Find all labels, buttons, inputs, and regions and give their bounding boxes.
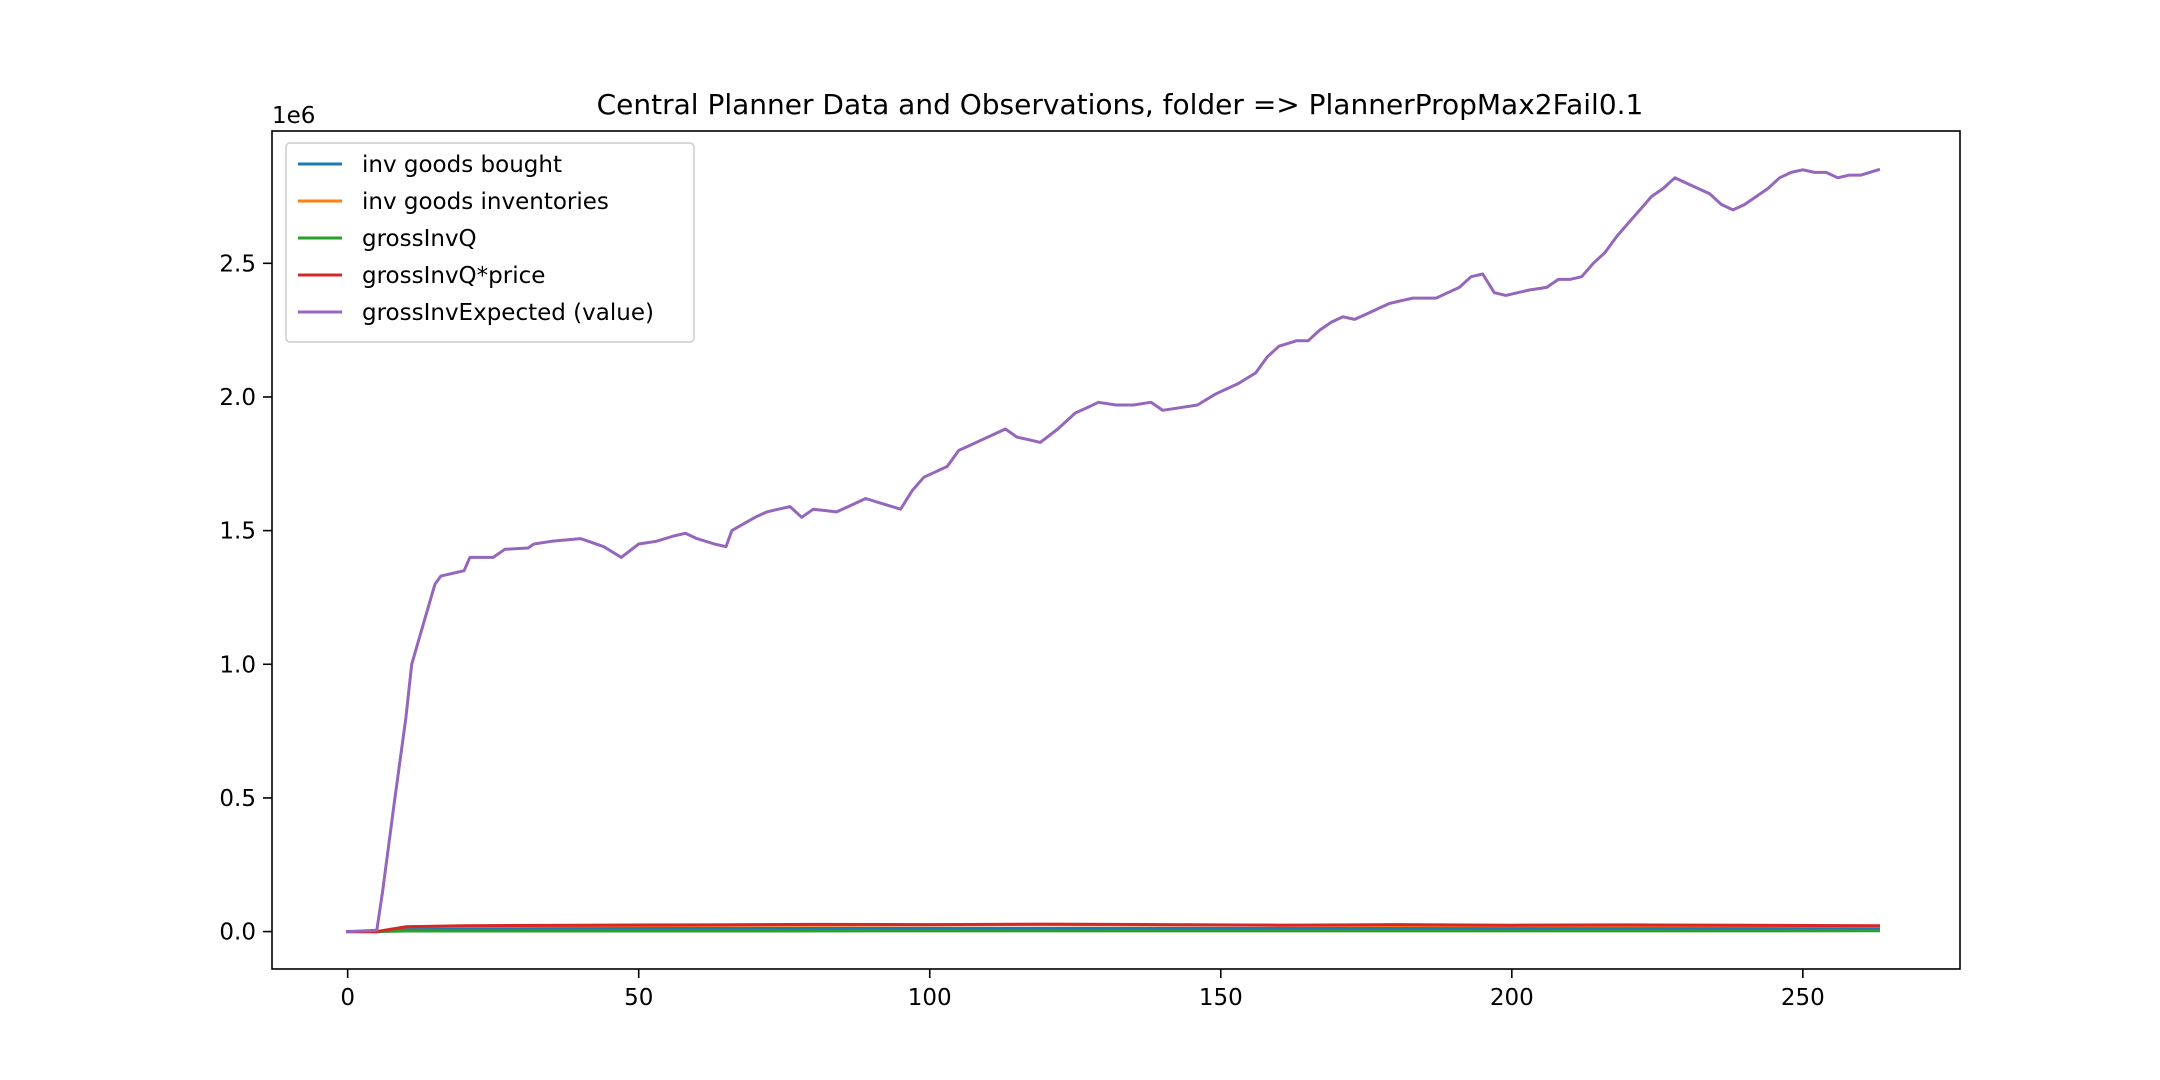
y-axis-offset-label: 1e6	[272, 103, 315, 129]
legend-label-grossinvexpected-value: grossInvExpected (value)	[362, 300, 654, 326]
legend: inv goods bought inv goods inventories gro…	[285, 142, 695, 343]
legend-label-grossinvq: grossInvQ	[362, 226, 477, 252]
y-axis-ticks: 0.0 0.5 1.0 1.5 2.0 2.5	[219, 251, 272, 946]
y-tick-label: 0.5	[219, 786, 256, 812]
x-tick-label: 50	[624, 985, 653, 1011]
chart-title: Central Planner Data and Observations, f…	[597, 88, 1644, 121]
x-tick-label: 100	[908, 985, 952, 1011]
series-lines	[346, 167, 1881, 934]
series-line-grossinvq	[346, 929, 1881, 934]
legend-label-inv-goods-bought: inv goods bought	[362, 152, 562, 178]
plot-area-frame	[271, 130, 1961, 970]
legend-label-inv-goods-inventories: inv goods inventories	[362, 189, 609, 215]
series-line-grossinvexpected-value	[346, 167, 1881, 934]
x-tick-label: 200	[1490, 985, 1534, 1011]
y-tick-label: 1.5	[219, 519, 256, 545]
x-tick-label: 0	[340, 985, 355, 1011]
y-tick-label: 2.5	[219, 251, 256, 277]
x-axis-ticks: 0 50 100 150 200 250	[340, 969, 1825, 1011]
legend-label-grossinvq-price: grossInvQ*price	[362, 263, 545, 289]
y-tick-label: 1.0	[219, 652, 256, 678]
y-tick-label: 0.0	[219, 920, 256, 946]
y-tick-label: 2.0	[219, 385, 256, 411]
x-tick-label: 250	[1781, 985, 1825, 1011]
legend-box	[285, 142, 695, 343]
series-line-grossinvq-price	[346, 922, 1881, 934]
x-tick-label: 150	[1199, 985, 1243, 1011]
